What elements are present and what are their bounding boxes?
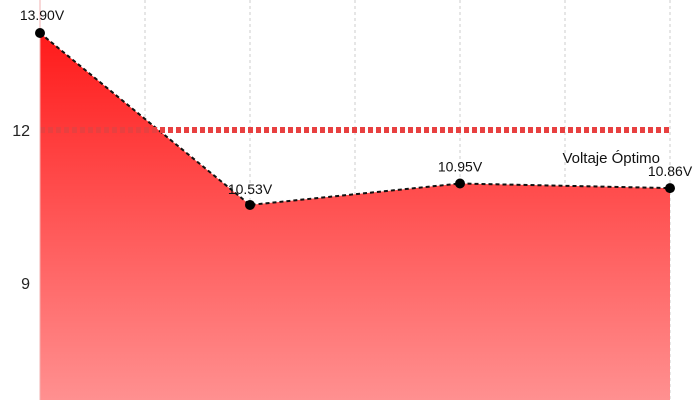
data-label: 10.53V	[228, 181, 273, 197]
series-area-fill	[40, 33, 670, 400]
data-point	[35, 28, 45, 38]
data-point	[455, 178, 465, 189]
data-point	[245, 199, 255, 210]
data-point	[665, 183, 675, 194]
reference-line-label: Voltaje Óptimo	[562, 150, 660, 167]
y-tick-label: 12	[12, 123, 30, 140]
data-points: 13.90V 10.53V 10.95V 10.86V	[20, 7, 693, 210]
reference-line-group: Voltaje Óptimo	[40, 126, 670, 167]
area-series	[39, 32, 671, 400]
data-label: 10.86V	[648, 163, 693, 179]
series-line	[39, 32, 671, 206]
y-tick-label: 9	[21, 276, 30, 293]
y-axis: 12 9	[12, 0, 41, 400]
data-label: 13.90V	[20, 7, 65, 23]
data-label: 10.95V	[438, 159, 483, 175]
